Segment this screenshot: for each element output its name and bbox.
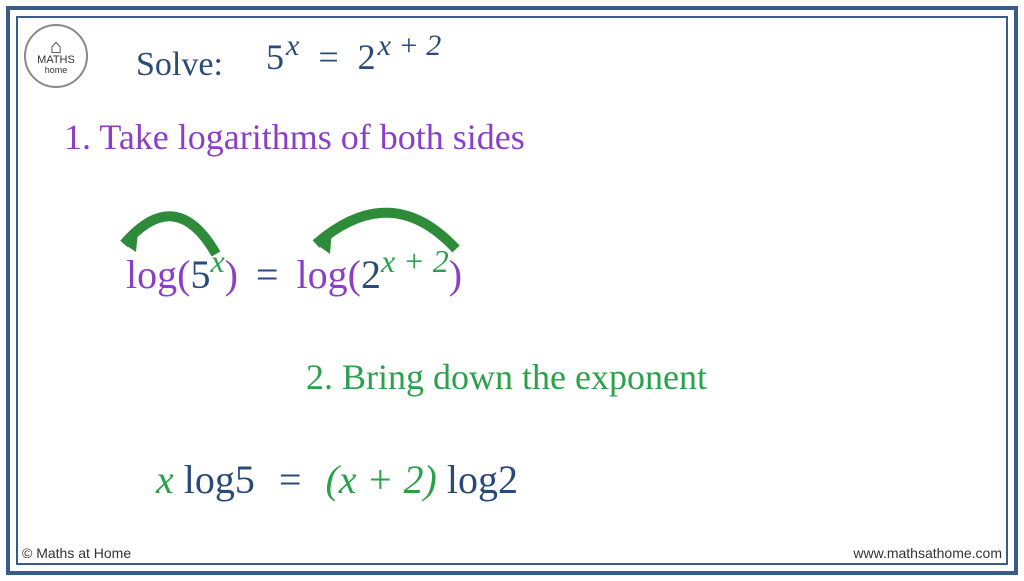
footer-copyright: © Maths at Home (22, 545, 131, 561)
content-area: Solve: 5x = 2x + 2 1. Take logarithms of… (36, 36, 988, 545)
step-1-text: 1. Take logarithms of both sides (64, 116, 525, 158)
log-close-1: ) (225, 252, 238, 297)
problem-equation: 5x = 2x + 2 (266, 36, 441, 78)
result-log2: log2 (447, 457, 518, 502)
log-equals: = (256, 252, 279, 297)
footer-url: www.mathsathome.com (853, 545, 1002, 561)
equals-sign: = (318, 37, 338, 77)
right-base: 2 (358, 37, 376, 77)
left-base: 5 (266, 37, 284, 77)
inner-border: ⌂ MATHS home Solve: 5x = 2x + 2 1. Take … (16, 16, 1008, 565)
log-open-2: log( (297, 252, 361, 297)
result-log5: log5 (184, 457, 255, 502)
log-exp-2: x + 2 (381, 243, 449, 279)
solve-text: Solve: (136, 46, 223, 83)
log-open-1: log( (126, 252, 190, 297)
step-2-text: 2. Bring down the exponent (306, 356, 707, 398)
result-x: x (156, 457, 184, 502)
result-equals: = (279, 457, 302, 502)
result-group: (x + 2) (325, 457, 446, 502)
right-exponent: x + 2 (378, 29, 442, 62)
log-close-2: ) (449, 252, 462, 297)
left-exponent: x (286, 29, 299, 62)
log-equation: log(5x) = log(2x + 2) (126, 251, 462, 298)
log-exp-1: x (210, 243, 224, 279)
log-base-1: 5 (190, 252, 210, 297)
solve-label: Solve: (136, 46, 223, 84)
result-equation: x log5 = (x + 2) log2 (156, 456, 518, 503)
log-base-2: 2 (361, 252, 381, 297)
